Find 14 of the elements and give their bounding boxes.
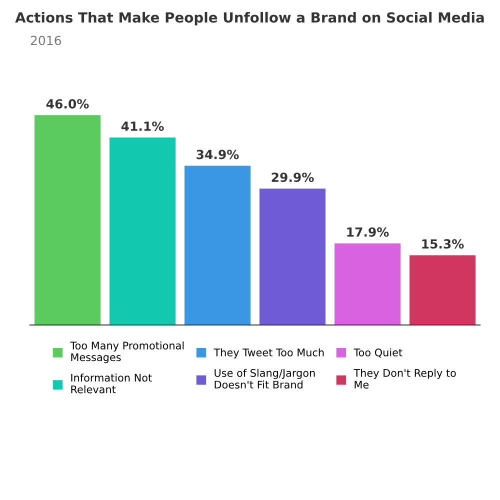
legend-label: Too Quiet [354, 348, 402, 358]
chart-title: Actions That Make People Unfollow a Brand on Social Media [15, 12, 484, 26]
legend-label: They Don't Reply to Me [354, 368, 456, 389]
legend-label: They Tweet Too Much [214, 348, 324, 358]
legend-label: Too Many Promotional Messages [70, 341, 184, 364]
legend-label: Information Not Relevant [71, 374, 152, 394]
data-label: 34.9% [196, 150, 239, 160]
data-label: 46.0% [46, 99, 89, 109]
chart-subtitle: 2016 [30, 36, 62, 46]
data-label: 15.3% [422, 239, 464, 249]
legend-label: Use of Slang/Jargon Doesn't Fit Brand [214, 368, 315, 389]
data-label: 29.9% [272, 172, 314, 182]
data-label: 17.9% [347, 227, 389, 237]
data-label: 41.1% [121, 121, 164, 131]
